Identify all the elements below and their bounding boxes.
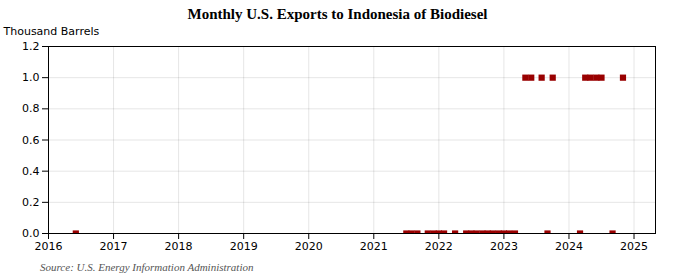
svg-text:0.0: 0.0	[22, 227, 40, 240]
svg-text:Thousand Barrels: Thousand Barrels	[3, 25, 100, 38]
svg-text:0.6: 0.6	[22, 134, 40, 147]
svg-text:2020: 2020	[295, 240, 323, 253]
svg-text:2023: 2023	[490, 240, 518, 253]
svg-text:2016: 2016	[35, 240, 63, 253]
html-text:Source: U.S. Energy Informatio: Source: U.S. Energy Information Administ…	[40, 261, 254, 273]
html-text:Monthly U.S. Exports to Indone: Monthly U.S. Exports to Indonesia of Bio…	[187, 6, 488, 22]
svg-text:0.4: 0.4	[22, 165, 40, 178]
svg-text:2021: 2021	[360, 240, 388, 253]
svg-text:1.2: 1.2	[22, 40, 40, 53]
svg-text:2022: 2022	[425, 240, 453, 253]
svg-text:2019: 2019	[230, 240, 258, 253]
svg-text:2018: 2018	[165, 240, 193, 253]
svg-text:2025: 2025	[620, 240, 648, 253]
svg-text:1.0: 1.0	[22, 71, 40, 84]
svg-text:2017: 2017	[100, 240, 128, 253]
svg-text:0.8: 0.8	[22, 102, 40, 115]
svg-text:2024: 2024	[555, 240, 583, 253]
svg-text:0.2: 0.2	[22, 196, 40, 209]
